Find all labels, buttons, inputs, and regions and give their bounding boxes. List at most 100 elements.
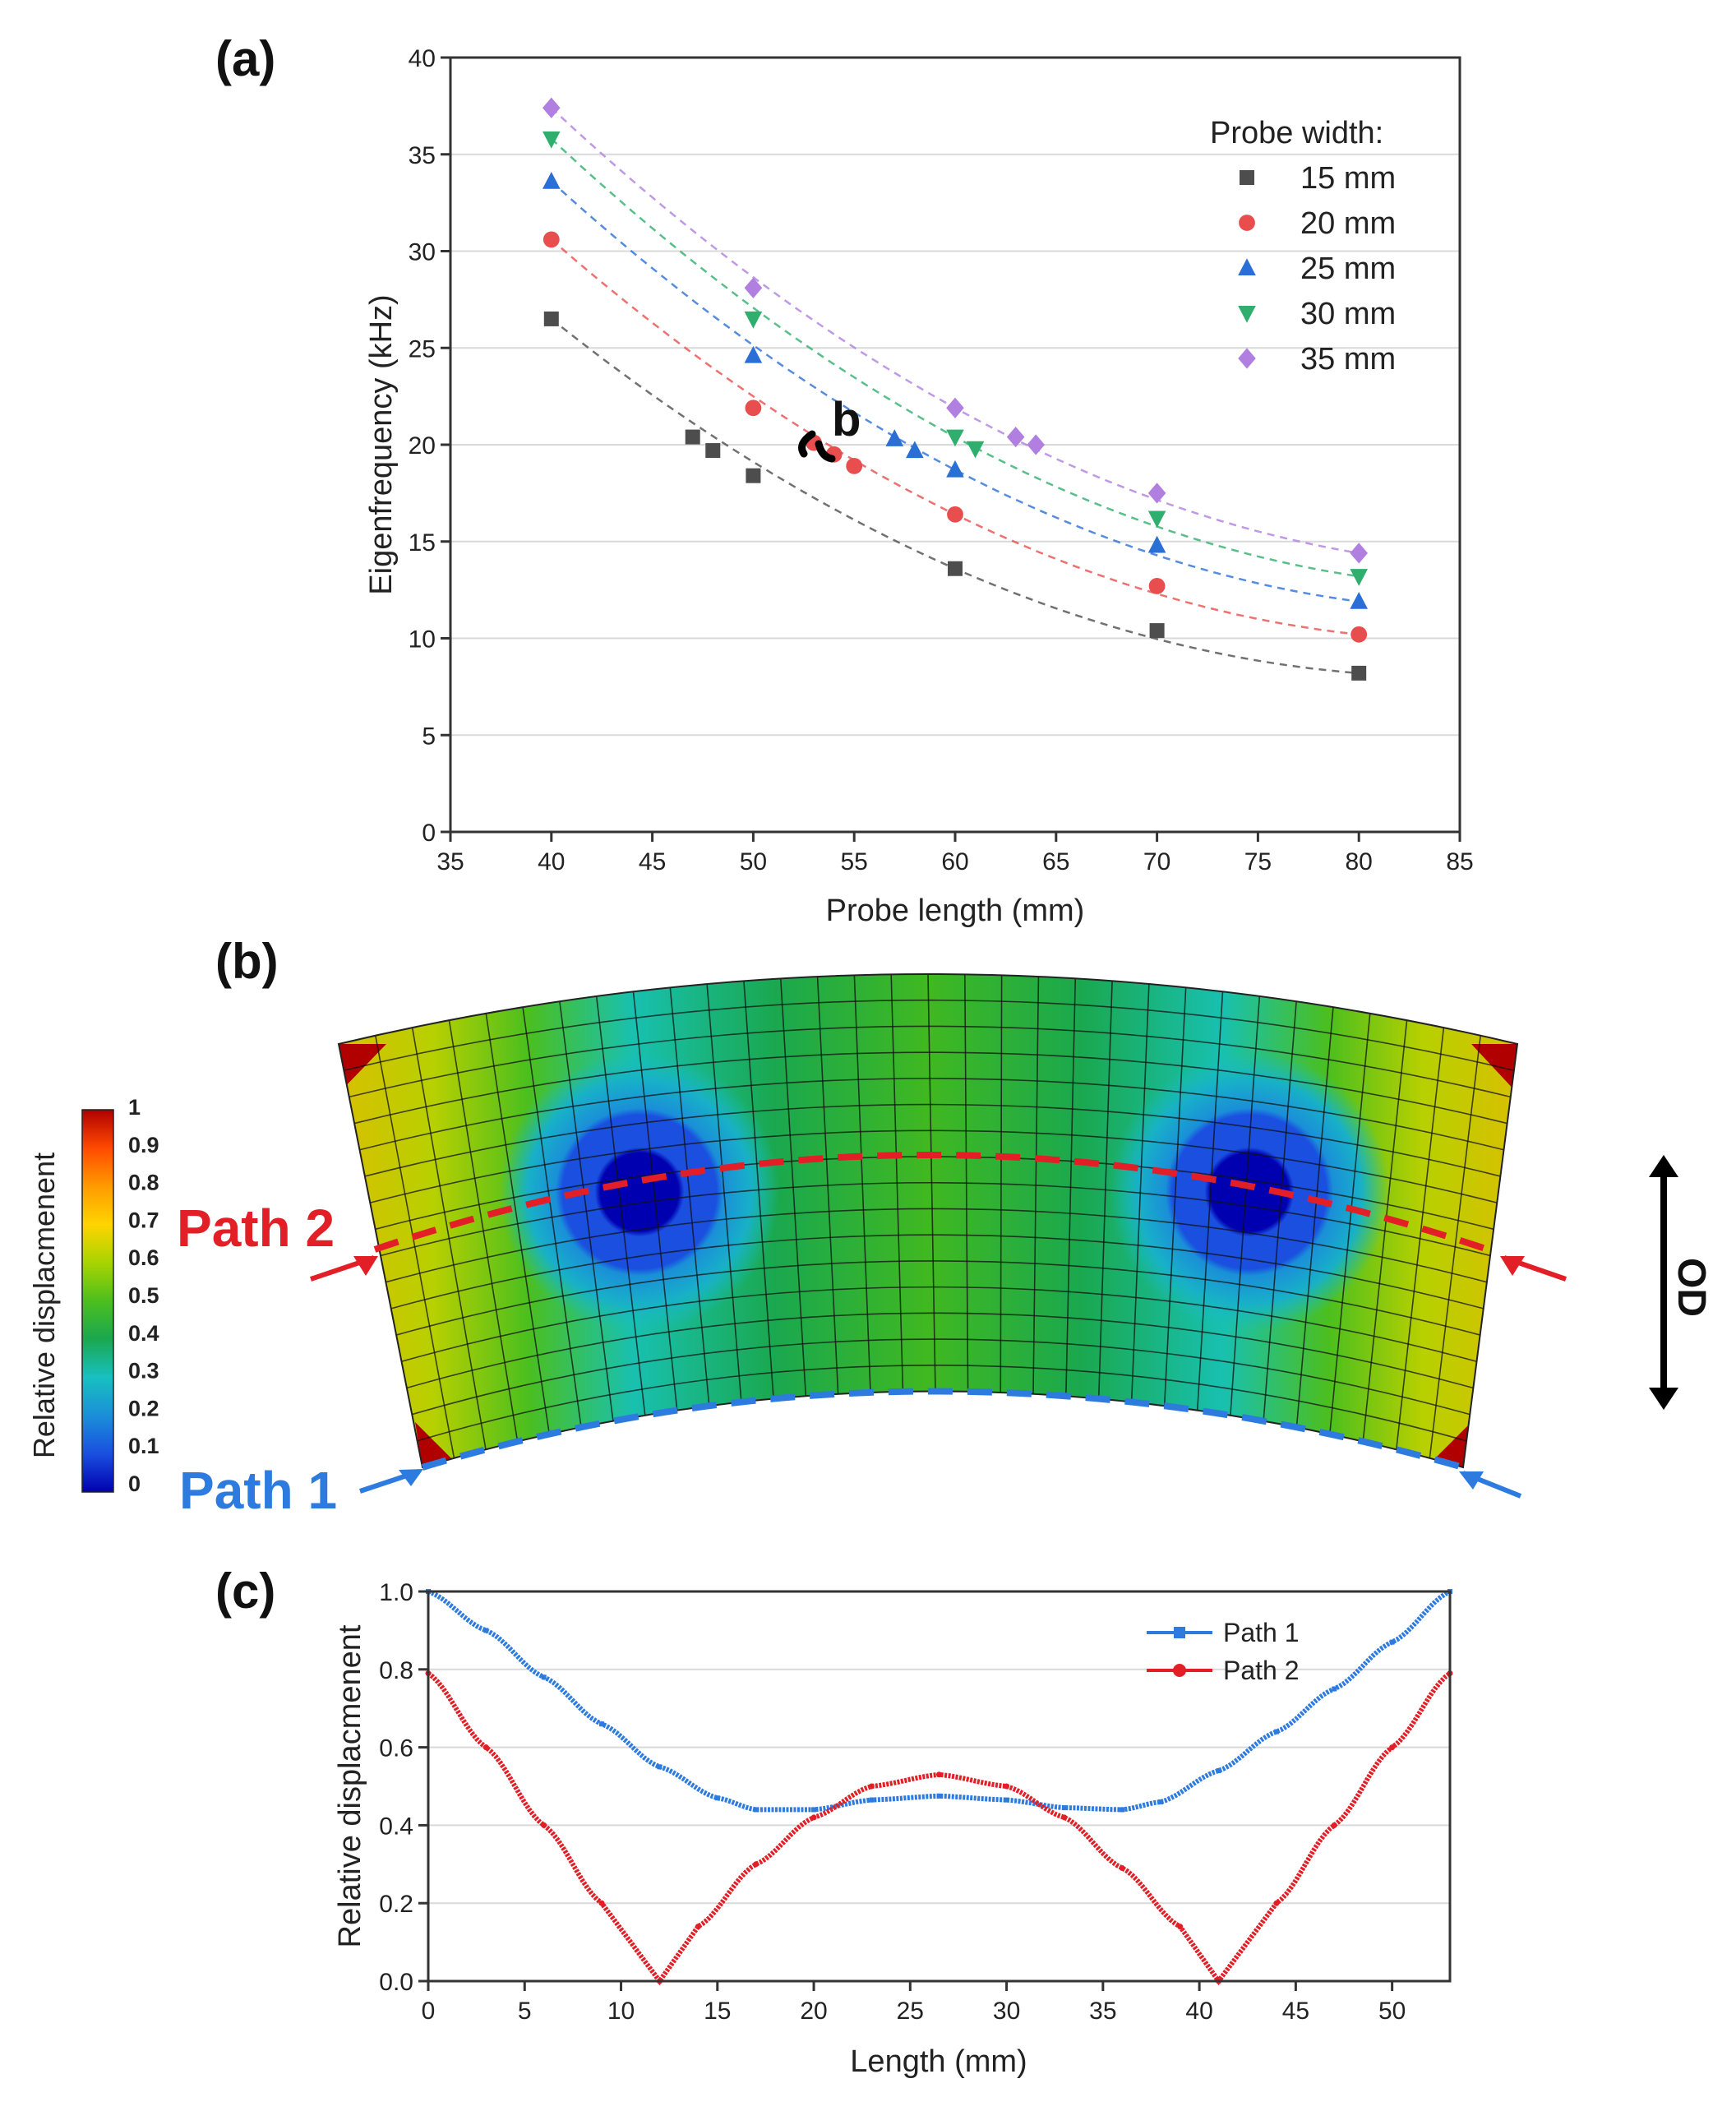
y-tick-label: 10 xyxy=(409,626,436,654)
series-point-path-2 xyxy=(541,1822,547,1828)
mesh-column-line xyxy=(1329,1013,1371,1434)
series-point-path-2 xyxy=(1061,1814,1068,1821)
corner-hot-tr xyxy=(1471,1044,1517,1093)
colorbar-gradient xyxy=(81,1109,114,1493)
series-point-path-1 xyxy=(657,1764,663,1770)
data-point-25mm xyxy=(946,460,964,478)
data-point-25mm xyxy=(1350,592,1368,609)
legend-marker-25mm xyxy=(1238,258,1256,275)
colorbar-tick-label: 0 xyxy=(128,1471,141,1496)
path-1-arrowhead-left xyxy=(399,1469,423,1486)
colorbar-tick-label: 0.1 xyxy=(128,1434,159,1458)
annotation-b-swirl xyxy=(798,430,836,463)
data-point-20mm xyxy=(947,506,963,523)
colorbar-tick-label: 1 xyxy=(128,1095,141,1120)
corner-hot-br xyxy=(1426,1422,1471,1467)
y-tick-label: 0.0 xyxy=(379,1969,413,1996)
y-tick-label: 0.6 xyxy=(379,1735,413,1762)
series-point-path-2 xyxy=(1004,1783,1010,1790)
data-point-35mm xyxy=(1027,434,1046,455)
colorbar-tick-label: 0.6 xyxy=(128,1245,159,1270)
x-tick-label: 45 xyxy=(1282,1998,1309,2025)
data-point-30mm xyxy=(966,441,985,459)
data-point-15mm xyxy=(746,468,761,483)
y-tick-label: 15 xyxy=(409,529,436,557)
mesh-column-line xyxy=(1429,1035,1481,1458)
data-point-20mm xyxy=(1148,578,1166,594)
series-point-path-2 xyxy=(810,1814,817,1821)
series-point-path-1 xyxy=(869,1797,875,1803)
fit-curve-15mm xyxy=(551,317,1360,675)
x-tick-label: 65 xyxy=(1042,848,1069,875)
colorbar-tick-label: 0.9 xyxy=(128,1133,159,1157)
mesh-column-line xyxy=(853,975,871,1393)
mesh-column-line xyxy=(559,1001,614,1421)
x-tick-label: 70 xyxy=(1143,848,1170,875)
path-1-arrowhead-right xyxy=(1459,1471,1484,1490)
path-labels: Path 2 Path 1 xyxy=(177,1199,1567,1520)
mesh-column-line xyxy=(485,1013,551,1434)
series-point-path-1 xyxy=(1216,1768,1221,1774)
colorbar-tick-label: 0.2 xyxy=(128,1396,159,1420)
series-point-path-1 xyxy=(811,1807,817,1813)
data-point-35mm xyxy=(542,97,561,118)
series-point-path-1 xyxy=(483,1628,489,1633)
data-point-15mm xyxy=(543,311,559,326)
legend-marker-20mm xyxy=(1239,215,1255,231)
data-point-20mm xyxy=(745,400,762,417)
colorbar-tick-label: 0.5 xyxy=(128,1283,159,1308)
x-tick-label: 50 xyxy=(740,848,767,875)
x-tick-label: 15 xyxy=(704,1998,731,2025)
mesh-column-line xyxy=(964,974,969,1392)
mesh-column-line xyxy=(706,983,742,1402)
panel-a-annotation: b xyxy=(798,393,861,463)
x-tick-label: 55 xyxy=(841,848,868,875)
colorbar-tick-label: 0.8 xyxy=(128,1171,159,1195)
mesh-column-line xyxy=(1196,991,1224,1411)
mesh-column-line xyxy=(1395,1027,1445,1450)
x-tick-label: 35 xyxy=(436,848,464,875)
data-point-25mm xyxy=(542,172,561,189)
x-tick-label: 10 xyxy=(607,1998,635,2025)
data-point-25mm xyxy=(885,429,904,446)
mesh-column-line xyxy=(1097,981,1113,1399)
corner-hot-tl xyxy=(339,1044,386,1093)
x-tick-label: 25 xyxy=(897,1998,924,2025)
data-point-15mm xyxy=(705,443,721,459)
series-point-path-1 xyxy=(1332,1686,1337,1692)
x-tick-label: 80 xyxy=(1346,848,1373,875)
panel-a-fit-curves xyxy=(550,107,1360,675)
legend-label: 35 mm xyxy=(1300,342,1396,376)
data-point-15mm xyxy=(1149,623,1165,639)
mesh-column-line xyxy=(1295,1007,1334,1428)
mesh-column-line xyxy=(743,981,774,1399)
mesh-column-line xyxy=(890,974,904,1392)
path-2-line xyxy=(373,1152,1489,1253)
x-tick-label: 35 xyxy=(1089,1998,1116,2025)
y-tick-label: 0.4 xyxy=(379,1813,413,1840)
mesh-column-line xyxy=(1032,976,1040,1394)
mesh-column-line xyxy=(1362,1020,1408,1442)
path-2-arrowhead-left xyxy=(353,1256,378,1276)
panel-a-ticks: 0 5 10 15 20 25 30 35 40 35 40 45 50 55 60 65 70 75 80 85 xyxy=(409,45,1474,875)
colorbar-tick-label: 0.4 xyxy=(128,1321,159,1346)
data-point-30mm xyxy=(744,311,763,329)
data-point-20mm xyxy=(542,231,560,248)
y-tick-label: 0 xyxy=(422,820,436,847)
panel-a-letter: (a) xyxy=(215,31,275,86)
y-tick-label: 35 xyxy=(409,142,436,169)
mesh-column-line xyxy=(411,1027,487,1450)
x-tick-label: 20 xyxy=(800,1998,827,2025)
colorbar-tick-label: 0.3 xyxy=(128,1359,159,1383)
panel-c-letter: (c) xyxy=(215,1564,275,1619)
panel-c-x-axis-title: Length (mm) xyxy=(850,2044,1027,2079)
data-point-15mm xyxy=(948,561,963,576)
od-direction-indicator: OD xyxy=(1649,1155,1713,1410)
series-point-path-2 xyxy=(695,1924,701,1930)
legend-label: 25 mm xyxy=(1300,252,1396,286)
fe-mesh-body xyxy=(337,973,1519,1471)
x-tick-label: 45 xyxy=(639,848,666,875)
mesh-column-line xyxy=(927,974,936,1392)
mode-node-left xyxy=(500,1052,779,1332)
series-point-path-2 xyxy=(1389,1744,1396,1751)
